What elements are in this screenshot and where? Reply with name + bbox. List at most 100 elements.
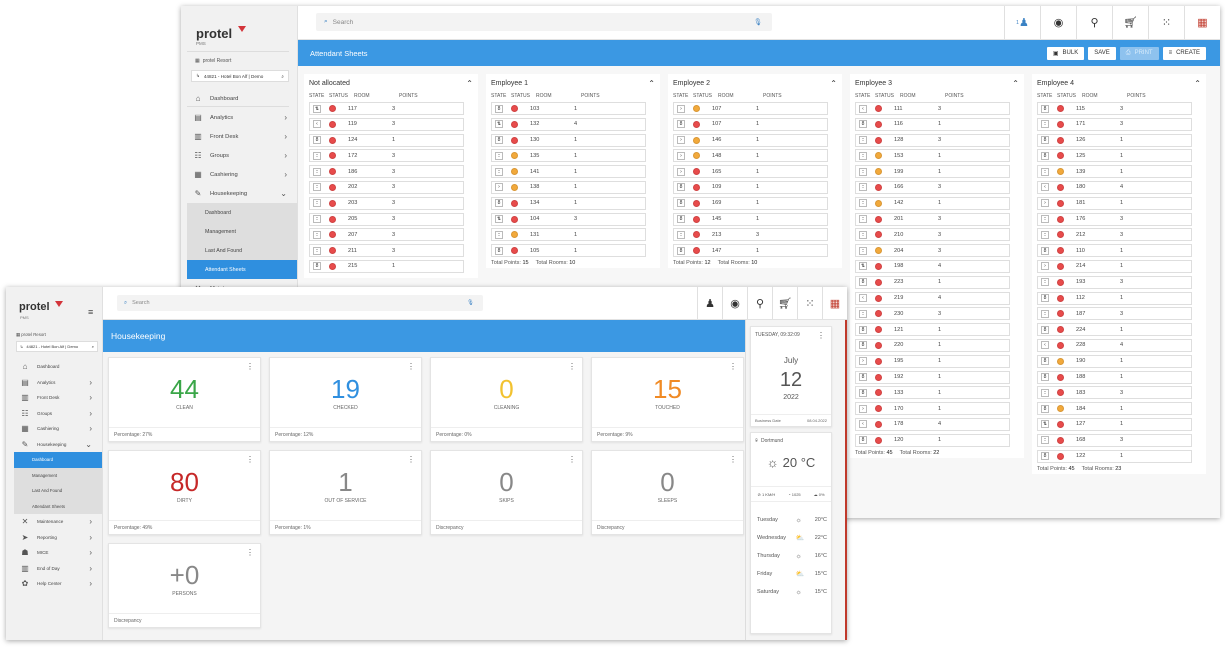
room-state-icon[interactable]: :: xyxy=(313,199,321,208)
sidebar-item-cashiering[interactable]: ▦ Cashiering › xyxy=(187,165,297,184)
more-options-icon[interactable]: ⋮ xyxy=(817,331,825,340)
room-state-icon[interactable]: :: xyxy=(495,151,503,160)
search-input[interactable]: ⌕ Search 🎙 xyxy=(117,295,483,311)
room-row[interactable]: › 146 1 xyxy=(673,133,828,147)
room-state-icon[interactable]: ⇅ xyxy=(1041,420,1049,429)
sidebar-item-last-and-found-sub[interactable]: Last And Found xyxy=(14,483,102,499)
room-state-icon[interactable]: :: xyxy=(1041,167,1049,176)
chevron-up-icon[interactable]: ⌃ xyxy=(648,78,655,88)
room-row[interactable]: › 138 1 xyxy=(491,180,646,194)
status-card-touched[interactable]: ⋮ 15 TOUCHED Percentage: 9% xyxy=(591,357,744,442)
room-row[interactable]: 8 109 1 xyxy=(673,180,828,194)
more-options-icon[interactable]: ⋮ xyxy=(568,455,576,464)
room-row[interactable]: ‹ 119 3 xyxy=(309,117,464,131)
room-state-icon[interactable]: 8 xyxy=(495,199,503,208)
housekeeping-status-button[interactable]: 1 ♟ xyxy=(1004,6,1040,39)
room-state-icon[interactable]: 8 xyxy=(859,325,867,334)
room-state-icon[interactable]: ‹ xyxy=(859,420,867,429)
room-row[interactable]: :: 205 3 xyxy=(309,212,464,226)
save-button[interactable]: SAVE xyxy=(1088,46,1116,60)
room-state-icon[interactable]: › xyxy=(1041,199,1049,208)
sidebar-item-cashiering[interactable]: ▦ Cashiering › xyxy=(14,421,102,437)
room-state-icon[interactable]: 8 xyxy=(1041,404,1049,413)
room-row[interactable]: 8 125 1 xyxy=(1037,149,1192,163)
room-state-icon[interactable]: 8 xyxy=(859,388,867,397)
room-state-icon[interactable]: ‹ xyxy=(1041,341,1049,350)
sidebar-item-analytics[interactable]: ▤ Analytics › xyxy=(187,108,297,127)
room-state-icon[interactable]: ⇅ xyxy=(495,215,503,224)
room-row[interactable]: 8 105 1 xyxy=(491,244,646,258)
room-state-icon[interactable]: :: xyxy=(313,183,321,192)
room-row[interactable]: :: 213 3 xyxy=(673,228,828,242)
chevron-up-icon[interactable]: ⌃ xyxy=(830,78,837,88)
sidebar-item-mice[interactable]: ☗ MICE › xyxy=(14,545,102,561)
room-state-icon[interactable]: › xyxy=(677,167,685,176)
room-row[interactable]: ⇅ 127 1 xyxy=(1037,417,1192,431)
room-state-icon[interactable]: 8 xyxy=(859,373,867,382)
room-row[interactable]: 8 134 1 xyxy=(491,196,646,210)
hotel-selector[interactable]: ↳ 44821 - Hotel Bon Alf | Demo ⌕ xyxy=(191,70,289,82)
more-options-icon[interactable]: ⋮ xyxy=(246,455,254,464)
room-row[interactable]: :: 153 1 xyxy=(855,149,1010,163)
sidebar-item-reporting[interactable]: ➤ Reporting › xyxy=(14,530,102,546)
room-row[interactable]: :: 168 3 xyxy=(1037,433,1192,447)
target-button[interactable]: ◉ xyxy=(722,287,747,319)
sidebar-item-groups[interactable]: ☷ Groups › xyxy=(14,406,102,422)
room-row[interactable]: :: 172 3 xyxy=(309,149,464,163)
room-state-icon[interactable]: 8 xyxy=(1041,373,1049,382)
room-row[interactable]: 8 116 1 xyxy=(855,117,1010,131)
room-state-icon[interactable]: :: xyxy=(313,246,321,255)
room-row[interactable]: :: 202 3 xyxy=(309,180,464,194)
room-state-icon[interactable]: :: xyxy=(859,183,867,192)
status-card-dirty[interactable]: ⋮ 80 DIRTY Percentage: 49% xyxy=(108,450,261,535)
more-options-icon[interactable]: ⋮ xyxy=(729,455,737,464)
room-row[interactable]: 8 224 1 xyxy=(1037,323,1192,337)
room-state-icon[interactable]: 8 xyxy=(677,215,685,224)
room-state-icon[interactable]: :: xyxy=(1041,309,1049,318)
status-card-out-of-service[interactable]: ⋮ 1 OUT OF SERVICE Percentage: 1% xyxy=(269,450,422,535)
room-row[interactable]: 8 215 1 xyxy=(309,259,464,273)
room-row[interactable]: ‹ 228 4 xyxy=(1037,338,1192,352)
apps-button[interactable]: ⁙ xyxy=(1148,6,1184,39)
room-row[interactable]: :: 135 1 xyxy=(491,149,646,163)
room-row[interactable]: 8 147 1 xyxy=(673,244,828,258)
room-row[interactable]: 8 188 1 xyxy=(1037,370,1192,384)
room-row[interactable]: :: 128 3 xyxy=(855,133,1010,147)
room-row[interactable]: › 181 1 xyxy=(1037,196,1192,210)
room-state-icon[interactable]: :: xyxy=(313,230,321,239)
room-row[interactable]: :: 193 3 xyxy=(1037,275,1192,289)
room-row[interactable]: 8 115 3 xyxy=(1037,102,1192,115)
room-state-icon[interactable]: ‹ xyxy=(859,294,867,303)
room-row[interactable]: ‹ 219 4 xyxy=(855,291,1010,305)
apps-button[interactable]: ⁙ xyxy=(797,287,822,319)
room-state-icon[interactable]: :: xyxy=(1041,120,1049,129)
room-row[interactable]: › 170 1 xyxy=(855,402,1010,416)
room-row[interactable]: 8 184 1 xyxy=(1037,402,1192,416)
room-row[interactable]: :: 199 1 xyxy=(855,165,1010,179)
room-row[interactable]: ‹ 111 3 xyxy=(855,102,1010,115)
room-state-icon[interactable]: 8 xyxy=(1041,452,1049,461)
room-state-icon[interactable]: › xyxy=(495,183,503,192)
status-card-persons[interactable]: ⋮ +0 PERSONS Discrepancy xyxy=(108,543,261,628)
room-row[interactable]: 8 126 1 xyxy=(1037,133,1192,147)
room-row[interactable]: :: 212 3 xyxy=(1037,228,1192,242)
room-state-icon[interactable]: 8 xyxy=(313,262,321,271)
room-row[interactable]: ⇅ 198 4 xyxy=(855,259,1010,273)
room-state-icon[interactable]: › xyxy=(859,357,867,366)
sidebar-item-management-sub[interactable]: Management xyxy=(14,467,102,483)
search-input[interactable]: ⌕ Search 🎙 xyxy=(316,13,772,31)
room-state-icon[interactable]: 8 xyxy=(677,246,685,255)
room-state-icon[interactable]: › xyxy=(859,404,867,413)
room-row[interactable]: 8 130 1 xyxy=(491,133,646,147)
microphone-icon[interactable]: 🎙 xyxy=(467,300,474,306)
room-row[interactable]: :: 204 3 xyxy=(855,244,1010,258)
room-state-icon[interactable]: 8 xyxy=(677,120,685,129)
room-state-icon[interactable]: :: xyxy=(859,136,867,145)
room-state-icon[interactable]: :: xyxy=(859,309,867,318)
room-state-icon[interactable]: ‹ xyxy=(1041,183,1049,192)
room-state-icon[interactable]: :: xyxy=(859,151,867,160)
room-state-icon[interactable]: ‹ xyxy=(859,104,867,113)
room-state-icon[interactable]: › xyxy=(677,151,685,160)
sidebar-item-housekeeping[interactable]: ✎ Housekeeping ⌄ xyxy=(187,184,297,203)
more-options-icon[interactable]: ⋮ xyxy=(729,362,737,371)
